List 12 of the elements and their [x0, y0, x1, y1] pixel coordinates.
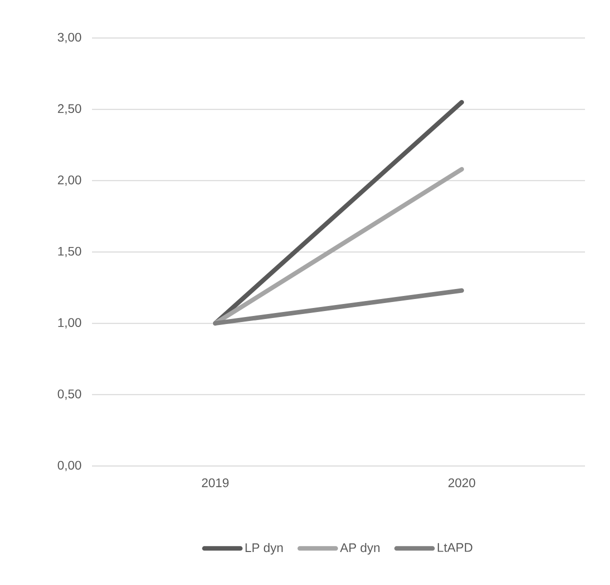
- y-tick-label: 1,50: [58, 246, 82, 258]
- legend-label: LP dyn: [246, 542, 283, 555]
- legend-label: LtAPD: [438, 543, 472, 552]
- y-tick-label: 2,50: [58, 104, 82, 114]
- legend-label: AP dyn: [340, 542, 380, 555]
- y-tick-label: 0,00: [58, 460, 82, 472]
- x-tick-label: 2020: [448, 478, 476, 488]
- y-tick-label: 1,00: [58, 318, 82, 328]
- y-tick-label: 0,50: [58, 389, 82, 400]
- x-tick-label: 2019: [202, 478, 229, 488]
- y-tick-label: 2,00: [58, 175, 82, 186]
- y-tick-label: 3,00: [58, 32, 82, 44]
